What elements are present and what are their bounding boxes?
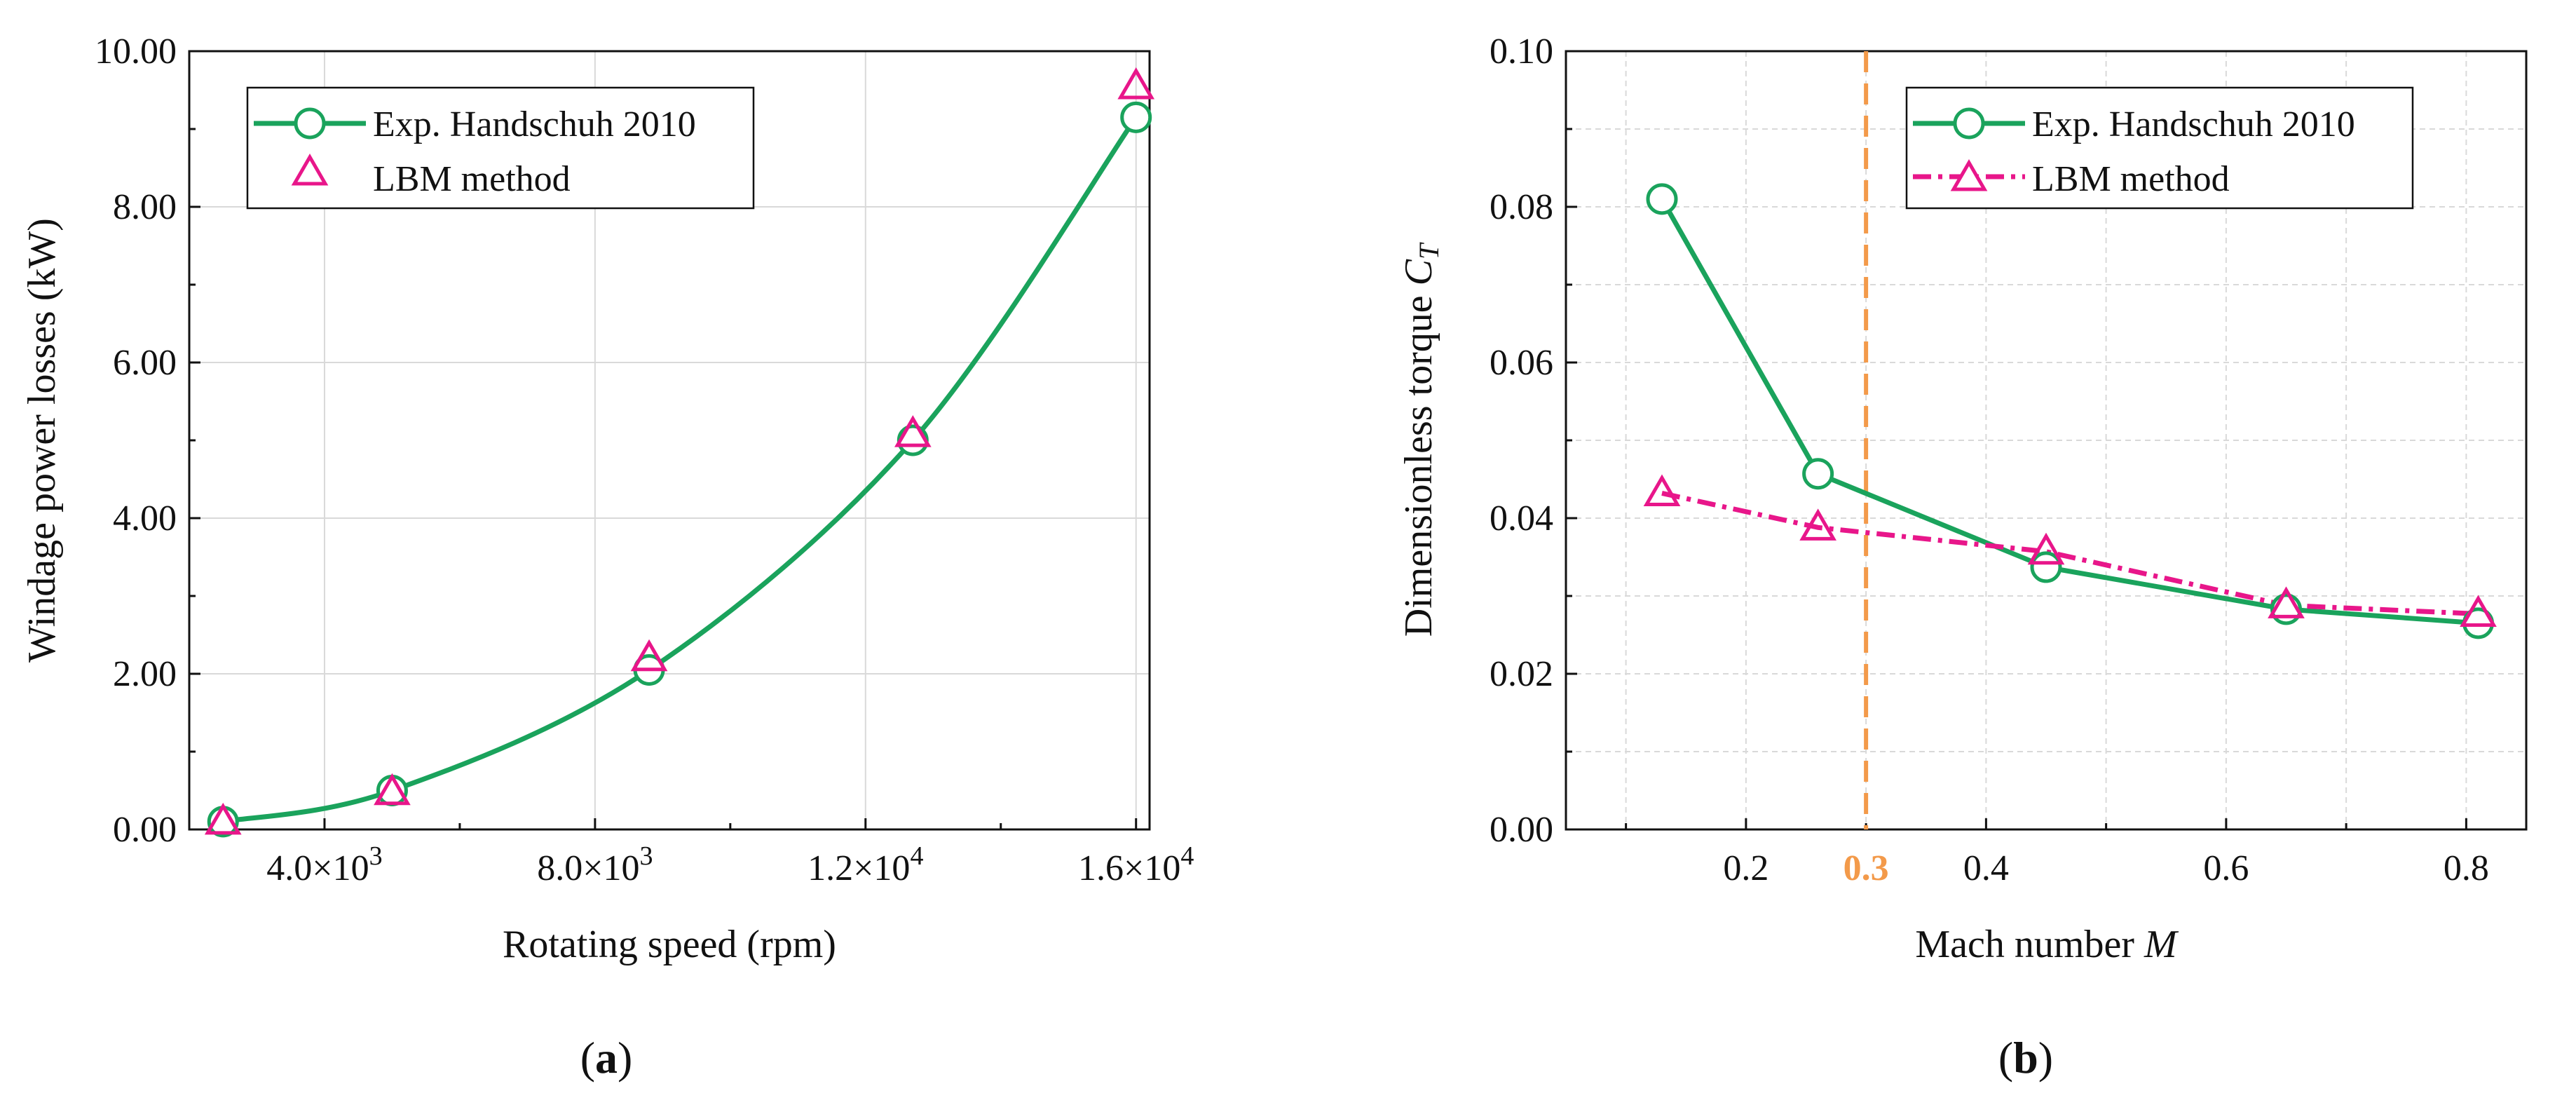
panel-b-ticks: 0.00 0.02 0.04 0.06 0.08 0.10 0.2 0.4 0.6 0.8 (1490, 32, 2489, 888)
y-tick-label: 2.00 (113, 654, 177, 694)
exp-data-point (897, 424, 929, 456)
panel-b-y-axis-title: Dimensionless torque CT (1397, 242, 1445, 637)
y-tick-label: 0.00 (1490, 810, 1553, 850)
panel-b-legend-lbm-label: LBM method (2032, 159, 2230, 199)
y-tick-label: 4.00 (113, 499, 177, 538)
panel-a-legend-lbm-label: LBM method (373, 159, 571, 199)
panel-a-label-letter: a (595, 1033, 618, 1083)
lbm-data-point (1799, 508, 1836, 541)
panel-b-legend: Exp. Handschuh 2010 LBM method (1905, 86, 2414, 210)
panel-b-y-axis-title-subscript: T (1413, 242, 1445, 259)
x-tick-label: 0.4 (1963, 848, 2009, 888)
y-tick-label: 0.02 (1490, 654, 1553, 694)
lbm-data-point (374, 773, 411, 806)
y-tick-label: 0.08 (1490, 187, 1553, 227)
panel-a-legend-lbm-marker (291, 154, 329, 186)
panel-b-legend-box (1905, 86, 2414, 210)
y-tick-label: 0.00 (113, 810, 177, 850)
exp-data-point (1646, 183, 1678, 215)
series-line-0 (222, 116, 1138, 825)
panel-a-y-axis-title: Windage power losses (kW) (20, 218, 64, 663)
y-tick-label: 10.00 (95, 32, 177, 72)
panel-b-legend-exp-label: Exp. Handschuh 2010 (2032, 104, 2355, 144)
panel-b-legend-lbm-marker (1950, 159, 1988, 191)
series-line-0 (1659, 198, 2479, 626)
panel-a-x-axis-title: Rotating speed (rpm) (503, 923, 836, 966)
lbm-data-point (204, 802, 242, 835)
panel-b-x-axis-title-symbol: M (2144, 923, 2179, 966)
x-tick-label: 0.6 (2203, 848, 2249, 888)
panel-b-label-letter: b (2013, 1033, 2038, 1083)
y-tick-label: 0.06 (1490, 343, 1553, 383)
panel-b-x-axis-title-text: Mach number (1915, 923, 2144, 966)
x-tick-label: 0.8 (2444, 848, 2489, 888)
lbm-data-point (2027, 532, 2065, 565)
panel-a-chart: 0.00 2.00 4.00 6.00 8.00 10.00 4.0×103 8.0×103 1… (20, 32, 1194, 1083)
exp-data-point (2030, 551, 2062, 583)
panel-b-reference-line: 0.3 (1844, 51, 1889, 888)
reference-vline-label: 0.3 (1844, 848, 1889, 888)
panel-b-legend-exp-marker (1953, 107, 1985, 140)
x-tick-label: 1.6×104 (1078, 841, 1194, 888)
exp-data-point (1802, 458, 1834, 490)
panel-a-ticks: 0.00 2.00 4.00 6.00 8.00 10.00 4.0×103 8.0×103 1… (95, 32, 1194, 888)
panel-a-series (204, 67, 1155, 838)
y-tick-label: 0.04 (1490, 499, 1553, 538)
exp-data-point (1120, 101, 1152, 133)
panel-b-y-axis-title-symbol: C (1397, 259, 1440, 285)
panel-b-series (1643, 183, 2497, 639)
lbm-data-point (2460, 595, 2497, 628)
y-tick-label: 6.00 (113, 343, 177, 383)
panel-b-y-axis-title-text: Dimensionless torque (1397, 285, 1440, 637)
panel-a-legend-box (246, 86, 755, 210)
lbm-data-point (2268, 586, 2305, 618)
lbm-data-point (630, 639, 668, 672)
panel-b-x-axis-title: Mach number M (1915, 923, 2179, 966)
x-tick-label: 4.0×103 (266, 841, 382, 888)
lbm-data-point (1117, 67, 1155, 100)
panel-a-legend: Exp. Handschuh 2010 LBM method (246, 86, 755, 210)
panel-b-chart: 0.00 0.02 0.04 0.06 0.08 0.10 0.2 0.4 0.6 0.8 0.3… (1397, 32, 2528, 1083)
y-tick-label: 8.00 (113, 187, 177, 227)
series-line-1 (1661, 491, 2479, 617)
x-tick-label: 0.2 (1723, 848, 1769, 888)
panel-a-legend-exp-marker (294, 107, 326, 140)
panel-a-legend-exp-label: Exp. Handschuh 2010 (373, 104, 696, 144)
lbm-data-point (1643, 474, 1681, 506)
panel-b-label: (b) (1998, 1033, 2053, 1083)
y-tick-label: 0.10 (1490, 32, 1553, 72)
lbm-data-point (894, 415, 932, 447)
x-tick-label: 8.0×103 (537, 841, 653, 888)
panel-a-label: (a) (580, 1033, 633, 1083)
x-tick-label: 1.2×104 (807, 841, 923, 888)
